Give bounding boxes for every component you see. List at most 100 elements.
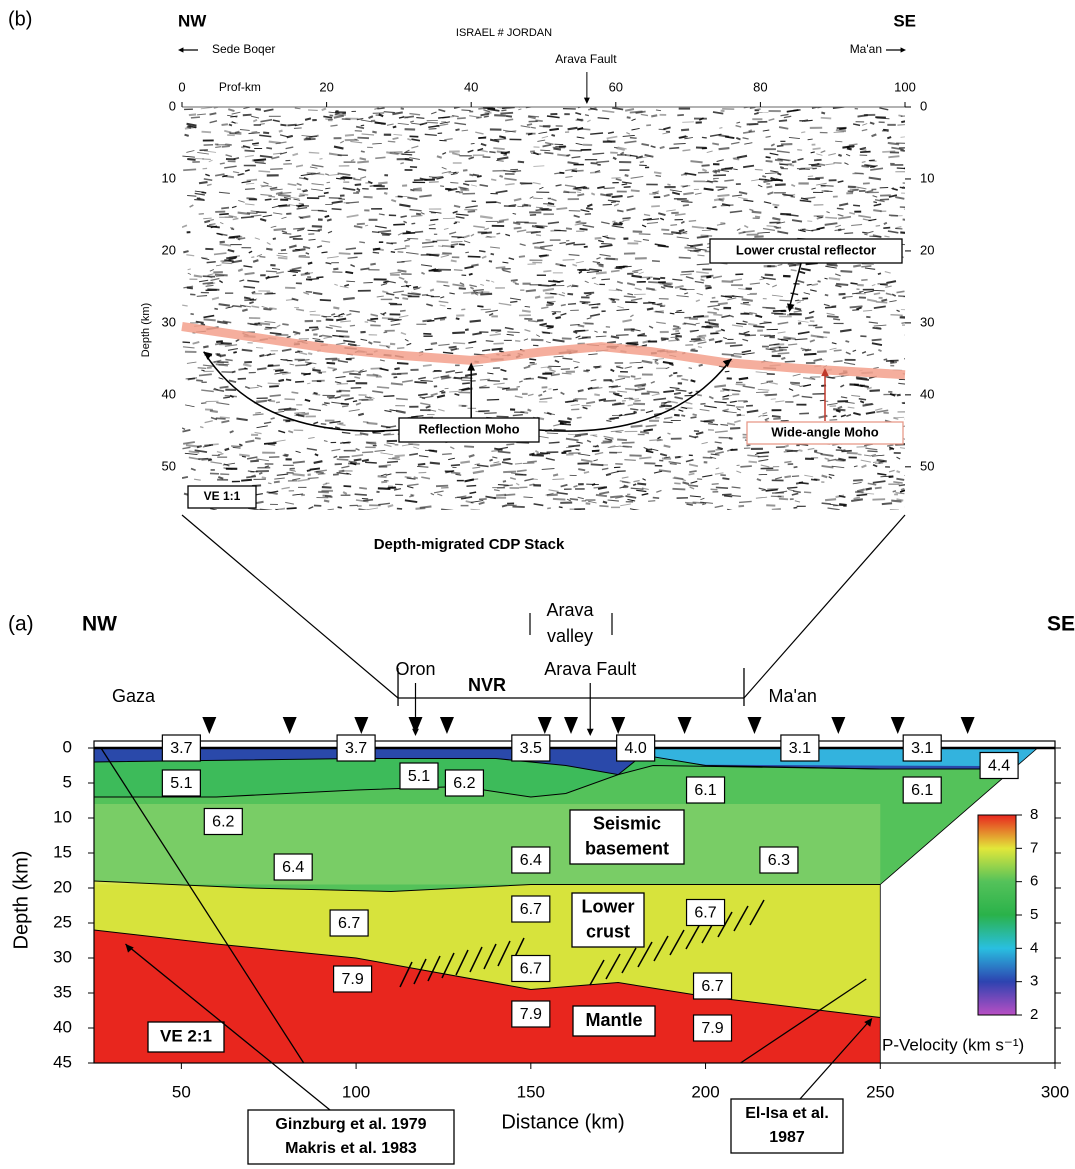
noise xyxy=(762,306,776,309)
noise xyxy=(700,501,714,504)
x-tick-label: 250 xyxy=(866,1082,894,1101)
noise xyxy=(404,115,415,119)
noise xyxy=(729,400,737,404)
noise xyxy=(904,418,905,420)
noise xyxy=(859,384,869,388)
reflector-hatch xyxy=(469,946,483,973)
noise xyxy=(682,230,688,234)
noise xyxy=(688,219,697,222)
noise xyxy=(220,260,232,262)
noise xyxy=(902,186,905,189)
x-tick-label: 300 xyxy=(1041,1082,1069,1101)
noise xyxy=(182,427,186,430)
noise xyxy=(365,461,377,464)
reflector-hatch xyxy=(605,953,621,980)
noise xyxy=(204,444,214,447)
noise xyxy=(405,149,410,153)
noise xyxy=(322,403,328,407)
noise xyxy=(491,280,495,283)
velocity-box xyxy=(685,898,726,927)
noise xyxy=(645,287,655,291)
noise xyxy=(383,395,395,398)
noise xyxy=(705,286,712,290)
noise xyxy=(853,411,861,416)
y-tick-label: 40 xyxy=(162,386,176,401)
noise xyxy=(736,228,741,231)
noise xyxy=(411,214,423,218)
noise xyxy=(182,446,191,450)
noise xyxy=(828,277,841,281)
noise xyxy=(278,193,291,198)
noise xyxy=(495,266,506,269)
noise xyxy=(450,463,461,467)
noise xyxy=(888,194,898,198)
noise xyxy=(242,308,248,312)
noise xyxy=(868,218,877,222)
noise xyxy=(765,348,776,351)
noise xyxy=(904,506,905,508)
noise xyxy=(307,261,313,265)
noise xyxy=(359,486,368,490)
panel-label: (a) xyxy=(8,613,34,636)
noise xyxy=(577,324,585,328)
noise xyxy=(297,359,310,362)
noise xyxy=(806,283,812,286)
velocity-box xyxy=(273,853,313,881)
noise xyxy=(182,155,195,158)
noise xyxy=(219,416,230,419)
noise xyxy=(680,273,692,276)
noise xyxy=(722,394,730,398)
noise xyxy=(540,248,552,252)
noise xyxy=(681,128,690,132)
noise xyxy=(539,322,547,326)
noise xyxy=(761,489,767,492)
noise xyxy=(698,363,703,367)
noise xyxy=(291,391,299,395)
noise xyxy=(635,110,646,115)
noise xyxy=(452,152,461,156)
noise xyxy=(188,456,201,461)
noise xyxy=(218,303,230,307)
noise xyxy=(203,318,216,322)
noise xyxy=(853,465,858,468)
noise xyxy=(231,228,235,231)
noise xyxy=(383,111,395,114)
noise xyxy=(682,185,689,188)
noise xyxy=(876,117,890,120)
noise xyxy=(610,429,624,433)
noise xyxy=(331,448,341,452)
reference: El-Isa et al. xyxy=(745,1105,829,1122)
noise xyxy=(726,422,736,426)
noise xyxy=(663,390,675,394)
noise xyxy=(292,477,301,481)
noise xyxy=(334,283,338,286)
noise xyxy=(501,461,513,465)
noise xyxy=(212,359,222,363)
noise xyxy=(438,116,450,119)
noise xyxy=(483,115,489,118)
station xyxy=(282,717,297,734)
noise xyxy=(672,477,684,480)
noise xyxy=(183,250,189,254)
noise xyxy=(587,386,593,391)
noise xyxy=(219,243,232,247)
noise xyxy=(589,268,603,272)
noise xyxy=(495,190,508,194)
noise xyxy=(574,222,587,226)
noise xyxy=(683,172,688,177)
noise xyxy=(797,279,805,284)
noise xyxy=(576,118,584,122)
seismic-image xyxy=(182,107,905,510)
noise xyxy=(541,467,555,471)
noise xyxy=(803,292,811,295)
noise xyxy=(292,493,304,496)
noise xyxy=(472,288,484,292)
noise xyxy=(479,378,490,381)
noise xyxy=(271,205,280,209)
noise xyxy=(602,109,615,113)
noise xyxy=(418,376,426,380)
noise xyxy=(875,224,881,227)
noise xyxy=(689,486,695,490)
noise xyxy=(469,286,475,290)
noise xyxy=(888,469,895,473)
